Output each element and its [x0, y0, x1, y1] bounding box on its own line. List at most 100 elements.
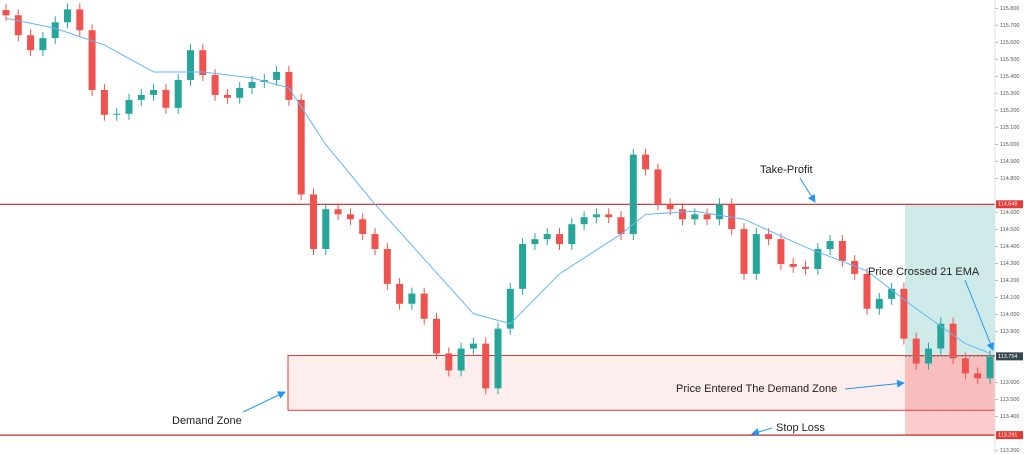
candle-body: [27, 35, 35, 51]
loss-zone: [905, 355, 995, 436]
candle-body: [187, 50, 194, 80]
candle-body: [137, 94, 145, 100]
candle-body: [162, 89, 170, 108]
candle-body: [113, 113, 121, 115]
candle-body: [900, 288, 908, 339]
y-tick-label: 114.900: [1000, 159, 1019, 165]
candle-body: [248, 81, 256, 88]
candle-body: [765, 234, 773, 240]
candle-body: [531, 239, 539, 245]
candle-body: [679, 209, 686, 220]
candle-body: [851, 260, 859, 274]
candle-body: [888, 288, 896, 299]
y-tick-label: 114.400: [1000, 244, 1019, 250]
candle-body: [420, 293, 428, 319]
arrow: [964, 279, 995, 351]
candle-body: [728, 204, 736, 230]
candle-body: [949, 323, 957, 359]
candle-body: [863, 273, 871, 309]
candle-body: [469, 343, 477, 349]
candle-body: [100, 89, 108, 115]
candle-body: [875, 298, 883, 309]
y-tick-label: 113.400: [1000, 414, 1019, 420]
candle-body: [211, 75, 219, 95]
y-tick-label: 113.900: [1000, 329, 1019, 335]
arrow: [751, 427, 773, 436]
candle-body: [150, 89, 158, 95]
candle-body: [125, 99, 133, 114]
candle-body: [334, 209, 342, 215]
y-tick-label: 115.200: [1000, 108, 1019, 114]
candle-body: [568, 224, 576, 245]
candle-body: [76, 9, 84, 31]
candle-body: [642, 154, 650, 170]
candle-body: [752, 234, 760, 274]
y-tick-label: 115.400: [1000, 74, 1019, 80]
candle-body: [64, 9, 71, 23]
candle-body: [236, 87, 244, 98]
price-label: 113.754: [998, 354, 1017, 360]
candle-body: [223, 94, 231, 98]
y-tick-label: 114.600: [1000, 210, 1019, 216]
y-tick-label: 115.000: [1000, 142, 1019, 148]
annotation: Price Crossed 21 EMA: [868, 266, 980, 278]
price-label-bg: [996, 431, 1023, 440]
candle-body: [346, 214, 354, 220]
arrow: [242, 391, 286, 413]
ema-line: [5, 17, 991, 354]
candle-body: [925, 348, 932, 364]
candle-body: [556, 234, 563, 245]
candle-body: [506, 288, 514, 329]
candle-body: [961, 358, 969, 374]
price-label: 114.648: [998, 202, 1017, 208]
candle-body: [654, 169, 662, 205]
candle-body: [396, 283, 404, 304]
annotation: Price Entered The Demand Zone: [676, 383, 837, 395]
candle-body: [592, 214, 600, 218]
candle-body: [174, 79, 182, 108]
candle-body: [39, 38, 47, 51]
y-tick-label: 113.500: [1000, 397, 1019, 403]
candle-body: [715, 204, 723, 220]
candle-body: [703, 214, 711, 220]
y-tick-label: 115.600: [1000, 40, 1019, 46]
y-tick-label: 114.800: [1000, 176, 1019, 182]
candle-body: [199, 50, 207, 76]
y-tick-label: 113.600: [1000, 380, 1019, 386]
candle-body: [494, 328, 502, 389]
candle-body: [617, 217, 625, 235]
candle-body: [580, 217, 588, 225]
price-label-bg: [996, 352, 1023, 361]
y-tick-label: 115.500: [1000, 57, 1019, 63]
candle-body: [912, 338, 920, 364]
stop-loss-label: Stop Loss: [776, 422, 825, 434]
candle-body: [14, 15, 22, 36]
y-tick-label: 115.700: [1000, 23, 1019, 29]
candle-body: [371, 234, 379, 250]
demand-zone: [287, 355, 996, 411]
candle-body: [433, 318, 440, 354]
y-tick-label: 113.200: [1000, 448, 1019, 454]
candle-body: [974, 373, 982, 379]
candle-body: [445, 353, 453, 371]
candle-body: [986, 356, 994, 379]
candle-body: [937, 323, 945, 349]
candle-body: [519, 244, 527, 289]
candle-body: [359, 219, 367, 235]
candle-body: [285, 71, 293, 100]
candle-body: [310, 194, 317, 250]
y-tick-label: 114.000: [1000, 312, 1019, 318]
candle-body: [482, 343, 490, 389]
candle-body: [88, 30, 96, 90]
price-label: 113.291: [998, 433, 1017, 439]
candle-body: [543, 234, 551, 240]
candle-body: [457, 348, 465, 371]
candle-body: [383, 249, 391, 284]
candle-body: [826, 241, 834, 250]
candle-body: [789, 263, 797, 267]
candle-body: [273, 71, 281, 80]
y-tick-label: 114.300: [1000, 261, 1019, 267]
candle-body: [51, 22, 59, 39]
y-tick-label: 115.300: [1000, 91, 1019, 97]
